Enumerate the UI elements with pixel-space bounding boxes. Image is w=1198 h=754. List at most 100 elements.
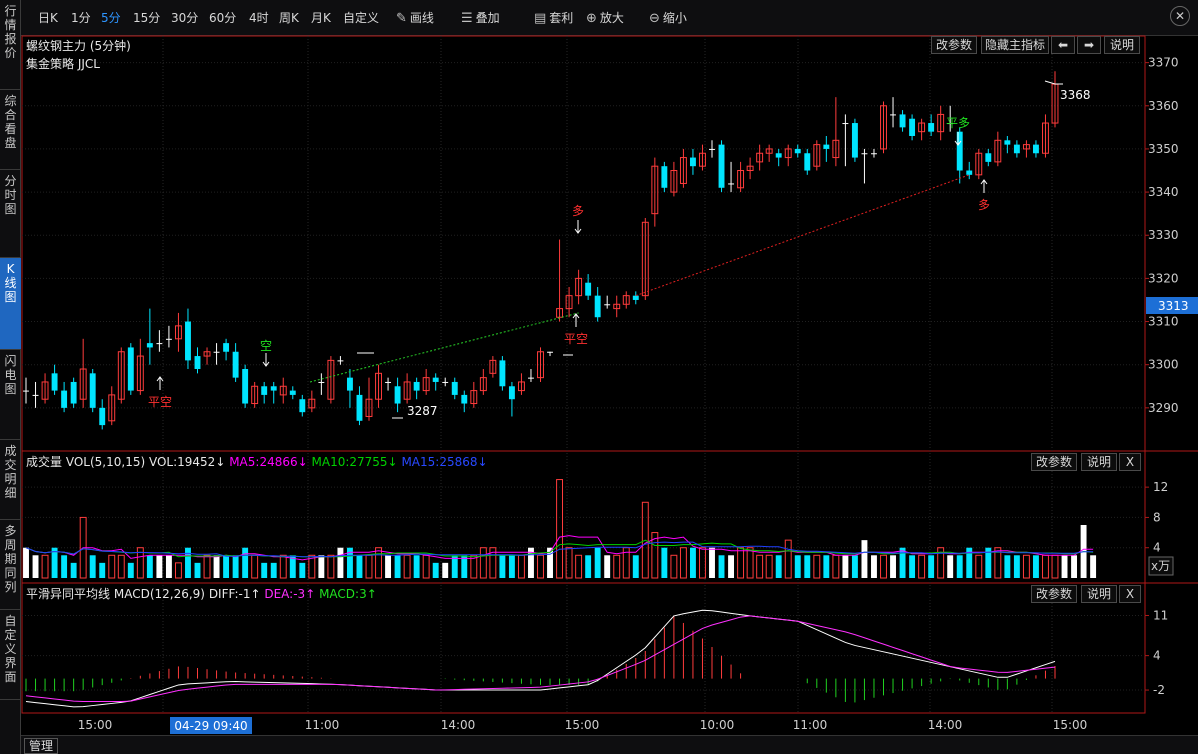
sidebar-tab-4[interactable]: 闪电图	[0, 350, 21, 440]
candle-body	[146, 343, 153, 348]
volume-bar	[975, 554, 983, 579]
volume-bar	[899, 547, 906, 578]
candle-body	[709, 148, 715, 150]
signal-close-long: 平多	[946, 116, 970, 130]
volume-ma10: MA10:27755↓	[311, 455, 398, 469]
volume-axis-label: 4	[1153, 541, 1161, 555]
volume-bar	[890, 555, 896, 578]
candle-body	[947, 123, 954, 125]
arrow-right-icon[interactable]: ➡	[1077, 36, 1101, 54]
volume-bar	[604, 555, 611, 578]
period-15min[interactable]: 15分	[133, 11, 161, 25]
volume-bar	[1061, 555, 1068, 578]
zoom-out-button[interactable]: ⊖ 缩小	[649, 9, 687, 26]
candle-body	[775, 153, 782, 158]
macd-params-button[interactable]: 改参数	[1031, 585, 1077, 603]
arrow-left-icon[interactable]: ⬅	[1051, 36, 1075, 54]
zoom-in-button[interactable]: ⊕ 放大	[586, 9, 624, 26]
price-axis-label: 3320	[1148, 271, 1179, 285]
candle-body	[451, 381, 458, 395]
sidebar-tab-0[interactable]: 行情报价	[0, 0, 21, 90]
candle-body	[679, 157, 687, 184]
main-explain-button[interactable]: 说明	[1104, 36, 1140, 54]
volume-close-button[interactable]: X	[1119, 453, 1141, 471]
macd-dea-line	[25, 615, 1056, 703]
candle-body	[289, 390, 296, 395]
sidebar-tab-1[interactable]: 综合看盘	[0, 90, 21, 170]
sidebar-tab-7[interactable]: 自定义界面	[0, 610, 21, 700]
hide-main-indicator-button[interactable]: 隐藏主指标	[981, 36, 1049, 54]
volume-explain-button[interactable]: 说明	[1081, 453, 1117, 471]
volume-bar	[108, 554, 116, 579]
candle-body	[242, 369, 249, 404]
period-week[interactable]: 周K	[279, 11, 299, 25]
candle-body	[32, 394, 39, 396]
volume-bar	[556, 479, 564, 579]
volume-bar	[746, 547, 754, 579]
volume-axis-label: 12	[1153, 480, 1168, 494]
candle-body	[651, 165, 659, 215]
macd-dea: DEA:-3↑	[264, 587, 316, 601]
volume-bar	[537, 554, 544, 579]
volume-bar	[794, 555, 801, 578]
candle-body	[699, 152, 706, 167]
candle-body	[508, 386, 515, 400]
candle-body	[194, 356, 201, 370]
sidebar-tab-2[interactable]: 分时图	[0, 170, 21, 258]
price-axis-label: 3350	[1148, 142, 1179, 156]
candle-body	[928, 123, 935, 132]
arbitrage-button[interactable]: ▤ 套利	[534, 9, 573, 26]
volume-bar	[422, 554, 430, 579]
candle-body	[270, 386, 277, 391]
volume-bar	[804, 555, 811, 578]
period-5min[interactable]: 5分	[101, 11, 121, 25]
close-icon[interactable]: ✕	[1170, 6, 1190, 26]
time-axis-label: 11:00	[305, 718, 340, 732]
candle-body	[661, 166, 668, 188]
main-params-button[interactable]: 改参数	[931, 36, 977, 54]
candle-body	[737, 170, 745, 189]
sidebar-tab-6[interactable]: 多周期同列	[0, 520, 21, 610]
period-30min[interactable]: 30分	[171, 11, 199, 25]
volume-bar	[547, 547, 553, 578]
volume-bar	[528, 547, 534, 578]
period-day[interactable]: 日K	[38, 11, 58, 25]
volume-bar	[23, 547, 29, 578]
macd-diff: DIFF:-1↑	[208, 587, 261, 601]
volume-bar	[842, 555, 849, 578]
draw-line-button[interactable]: ✎ 画线	[396, 9, 434, 26]
overlay-button[interactable]: ☰ 叠加	[461, 9, 500, 26]
macd-explain-button[interactable]: 说明	[1081, 585, 1117, 603]
volume-bar	[403, 554, 411, 579]
volume-bar	[489, 547, 497, 579]
volume-bar	[632, 555, 639, 578]
candle-body	[223, 343, 230, 352]
candle-body	[499, 360, 506, 387]
candle-body	[117, 351, 125, 400]
period-4h[interactable]: 4时	[249, 11, 269, 25]
volume-bar	[308, 554, 316, 579]
candle-body	[356, 394, 363, 421]
manage-button[interactable]: 管理	[24, 738, 59, 754]
candle-body	[842, 123, 849, 125]
sidebar-tab-5[interactable]: 成交明细	[0, 440, 21, 520]
period-month[interactable]: 月K	[311, 11, 331, 25]
time-axis-label: 14:00	[441, 718, 476, 732]
volume-bar	[880, 554, 887, 579]
candle-body	[956, 131, 963, 171]
macd-close-button[interactable]: X	[1119, 585, 1141, 603]
period-custom[interactable]: 自定义	[343, 11, 380, 25]
period-1min[interactable]: 1分	[71, 11, 91, 25]
volume-params-button[interactable]: 改参数	[1031, 453, 1077, 471]
candle-body	[765, 148, 773, 154]
signal-short: 空	[260, 339, 272, 353]
volume-bar	[709, 547, 715, 578]
zoom-in-icon: ⊕	[586, 11, 597, 26]
period-60min[interactable]: 60分	[209, 11, 237, 25]
volume-ma5: MA5:24866↓	[229, 455, 308, 469]
candle-body	[99, 407, 106, 426]
candle-body	[394, 386, 401, 404]
